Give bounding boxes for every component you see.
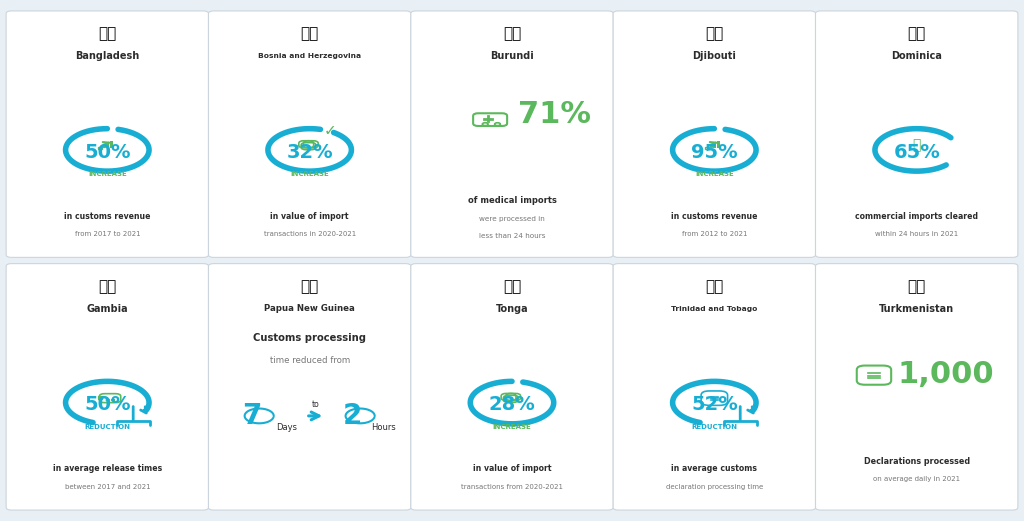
Text: 52%: 52% xyxy=(691,395,737,414)
Text: within 24 hours in 2021: within 24 hours in 2021 xyxy=(876,231,958,238)
FancyBboxPatch shape xyxy=(411,11,613,257)
Text: transactions from 2020-2021: transactions from 2020-2021 xyxy=(461,484,563,490)
Bar xyxy=(705,147,709,149)
Text: 🇩🇲: 🇩🇲 xyxy=(907,27,926,41)
Text: Days: Days xyxy=(275,423,297,432)
Text: 🇹🇹: 🇹🇹 xyxy=(706,279,724,294)
Text: Djibouti: Djibouti xyxy=(692,51,736,61)
Text: declaration processing time: declaration processing time xyxy=(666,484,763,490)
Text: Hours: Hours xyxy=(371,423,396,432)
Text: INCREASE: INCREASE xyxy=(88,171,127,177)
Text: 7: 7 xyxy=(242,402,261,430)
FancyBboxPatch shape xyxy=(613,11,815,257)
FancyBboxPatch shape xyxy=(209,11,411,257)
Text: from 2012 to 2021: from 2012 to 2021 xyxy=(682,231,748,238)
Text: 50%: 50% xyxy=(84,143,131,162)
Text: Trinidad and Tobago: Trinidad and Tobago xyxy=(671,306,758,312)
Text: Turkmenistan: Turkmenistan xyxy=(880,304,954,314)
FancyBboxPatch shape xyxy=(613,264,815,510)
Text: 🇧🇦: 🇧🇦 xyxy=(300,27,318,41)
Text: 🚶: 🚶 xyxy=(912,138,921,152)
Bar xyxy=(102,144,104,148)
FancyBboxPatch shape xyxy=(411,264,613,510)
Text: INCREASE: INCREASE xyxy=(695,171,734,177)
Bar xyxy=(710,144,712,148)
Text: Dominica: Dominica xyxy=(891,51,942,61)
Text: in customs revenue: in customs revenue xyxy=(65,212,151,221)
Text: from 2017 to 2021: from 2017 to 2021 xyxy=(75,231,140,238)
Text: REDUCTION: REDUCTION xyxy=(84,424,130,430)
Text: 2: 2 xyxy=(343,402,362,430)
Text: 🇩🇯: 🇩🇯 xyxy=(706,27,724,41)
Text: 28%: 28% xyxy=(488,395,536,414)
Text: transactions in 2020-2021: transactions in 2020-2021 xyxy=(263,231,355,238)
Text: of medical imports: of medical imports xyxy=(468,196,556,205)
Text: in average customs: in average customs xyxy=(672,464,758,474)
Text: ✓: ✓ xyxy=(325,123,337,138)
Text: 🇬🇲: 🇬🇲 xyxy=(98,279,117,294)
Bar xyxy=(111,141,113,148)
Text: Papua New Guinea: Papua New Guinea xyxy=(264,304,355,314)
FancyBboxPatch shape xyxy=(6,11,209,257)
Text: INCREASE: INCREASE xyxy=(493,424,531,430)
Text: 🇹🇲: 🇹🇲 xyxy=(907,279,926,294)
Text: time reduced from: time reduced from xyxy=(269,356,350,365)
Text: 32%: 32% xyxy=(287,143,333,162)
Text: 71%: 71% xyxy=(518,100,591,129)
Text: 🇧🇮: 🇧🇮 xyxy=(503,27,521,41)
Text: INCREASE: INCREASE xyxy=(290,171,329,177)
Text: Gambia: Gambia xyxy=(86,304,128,314)
FancyBboxPatch shape xyxy=(6,264,209,510)
Text: were processed in: were processed in xyxy=(479,216,545,222)
Text: Tonga: Tonga xyxy=(496,304,528,314)
Bar xyxy=(714,143,716,148)
Text: in value of import: in value of import xyxy=(473,464,551,474)
Text: commercial imports cleared: commercial imports cleared xyxy=(855,212,978,221)
Text: Bosnia and Herzegovina: Bosnia and Herzegovina xyxy=(258,53,361,59)
Bar xyxy=(97,147,101,149)
Bar xyxy=(106,143,109,148)
Text: in value of import: in value of import xyxy=(270,212,349,221)
Text: Declarations processed: Declarations processed xyxy=(863,456,970,466)
Text: Customs processing: Customs processing xyxy=(253,333,367,343)
Text: between 2017 and 2021: between 2017 and 2021 xyxy=(65,484,151,490)
Text: 50%: 50% xyxy=(84,395,131,414)
Bar xyxy=(718,141,720,148)
Text: 95%: 95% xyxy=(691,143,737,162)
Text: Burundi: Burundi xyxy=(490,51,534,61)
FancyBboxPatch shape xyxy=(815,264,1018,510)
Text: in average release times: in average release times xyxy=(52,464,162,474)
Text: to: to xyxy=(311,400,319,409)
Text: 🇧🇩: 🇧🇩 xyxy=(98,27,117,41)
Text: Bangladesh: Bangladesh xyxy=(75,51,139,61)
Text: 🇹🇴: 🇹🇴 xyxy=(503,279,521,294)
Text: 65%: 65% xyxy=(893,143,940,162)
FancyBboxPatch shape xyxy=(815,11,1018,257)
Text: on average daily in 2021: on average daily in 2021 xyxy=(873,476,961,482)
Text: REDUCTION: REDUCTION xyxy=(691,424,737,430)
Text: 1,000: 1,000 xyxy=(897,360,994,389)
Text: less than 24 hours: less than 24 hours xyxy=(479,233,545,239)
Text: in customs revenue: in customs revenue xyxy=(671,212,758,221)
FancyBboxPatch shape xyxy=(209,264,411,510)
Text: 🇵🇬: 🇵🇬 xyxy=(300,279,318,294)
